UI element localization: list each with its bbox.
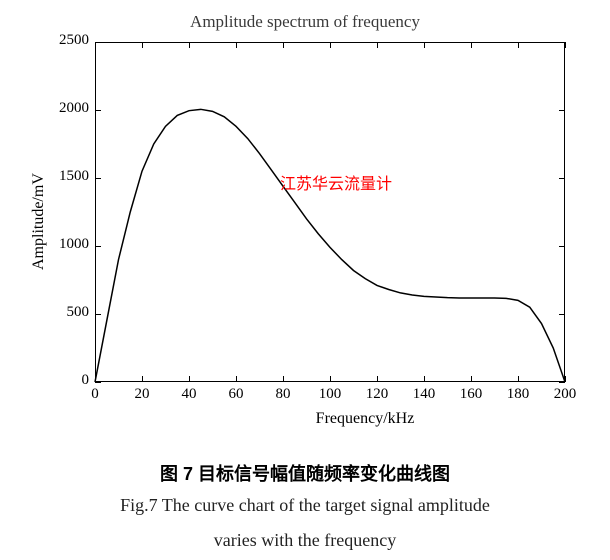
y-tick xyxy=(95,382,101,383)
watermark-text: 江苏华云流量计 xyxy=(280,170,392,194)
x-tick xyxy=(283,42,284,48)
y-tick-label: 1500 xyxy=(59,168,89,185)
x-tick xyxy=(377,42,378,48)
x-tick xyxy=(95,42,96,48)
y-tick xyxy=(95,178,101,179)
y-tick xyxy=(559,110,565,111)
figure-container: { "chart": { "type": "line", "title": "A… xyxy=(0,0,610,560)
x-tick xyxy=(471,42,472,48)
x-tick xyxy=(424,376,425,382)
y-tick xyxy=(559,178,565,179)
x-tick xyxy=(283,376,284,382)
x-tick-label: 180 xyxy=(503,386,533,403)
caption-en-line1: Fig.7 The curve chart of the target sign… xyxy=(0,495,610,516)
x-tick xyxy=(142,42,143,48)
x-tick-label: 80 xyxy=(268,386,298,403)
y-tick-label: 2000 xyxy=(59,100,89,117)
x-tick xyxy=(330,376,331,382)
y-tick xyxy=(95,246,101,247)
x-tick xyxy=(189,42,190,48)
caption-en-line2: varies with the frequency xyxy=(0,530,610,551)
x-axis-label: Frequency/kHz xyxy=(0,410,610,428)
y-tick xyxy=(559,314,565,315)
x-tick-label: 140 xyxy=(409,386,439,403)
x-tick xyxy=(518,376,519,382)
x-tick xyxy=(518,42,519,48)
x-tick xyxy=(565,42,566,48)
x-tick xyxy=(377,376,378,382)
y-tick xyxy=(559,246,565,247)
x-tick xyxy=(471,376,472,382)
y-tick-label: 2500 xyxy=(59,32,89,49)
x-tick-label: 60 xyxy=(221,386,251,403)
x-tick xyxy=(95,376,96,382)
x-tick-label: 20 xyxy=(127,386,157,403)
x-tick-label: 120 xyxy=(362,386,392,403)
x-tick-label: 160 xyxy=(456,386,486,403)
y-tick xyxy=(95,314,101,315)
x-tick xyxy=(236,376,237,382)
x-tick-label: 100 xyxy=(315,386,345,403)
x-tick xyxy=(565,376,566,382)
x-tick xyxy=(189,376,190,382)
caption-zh: 图 7 目标信号幅值随频率变化曲线图 xyxy=(0,460,610,486)
y-tick xyxy=(559,382,565,383)
x-tick-label: 40 xyxy=(174,386,204,403)
y-tick xyxy=(95,110,101,111)
x-tick xyxy=(424,42,425,48)
y-tick-label: 500 xyxy=(67,304,90,321)
x-tick-label: 200 xyxy=(550,386,580,403)
x-tick xyxy=(142,376,143,382)
x-tick-label: 0 xyxy=(80,386,110,403)
x-tick xyxy=(330,42,331,48)
y-axis-label: Amplitude/mV xyxy=(30,173,48,270)
x-tick xyxy=(236,42,237,48)
y-tick-label: 1000 xyxy=(59,236,89,253)
